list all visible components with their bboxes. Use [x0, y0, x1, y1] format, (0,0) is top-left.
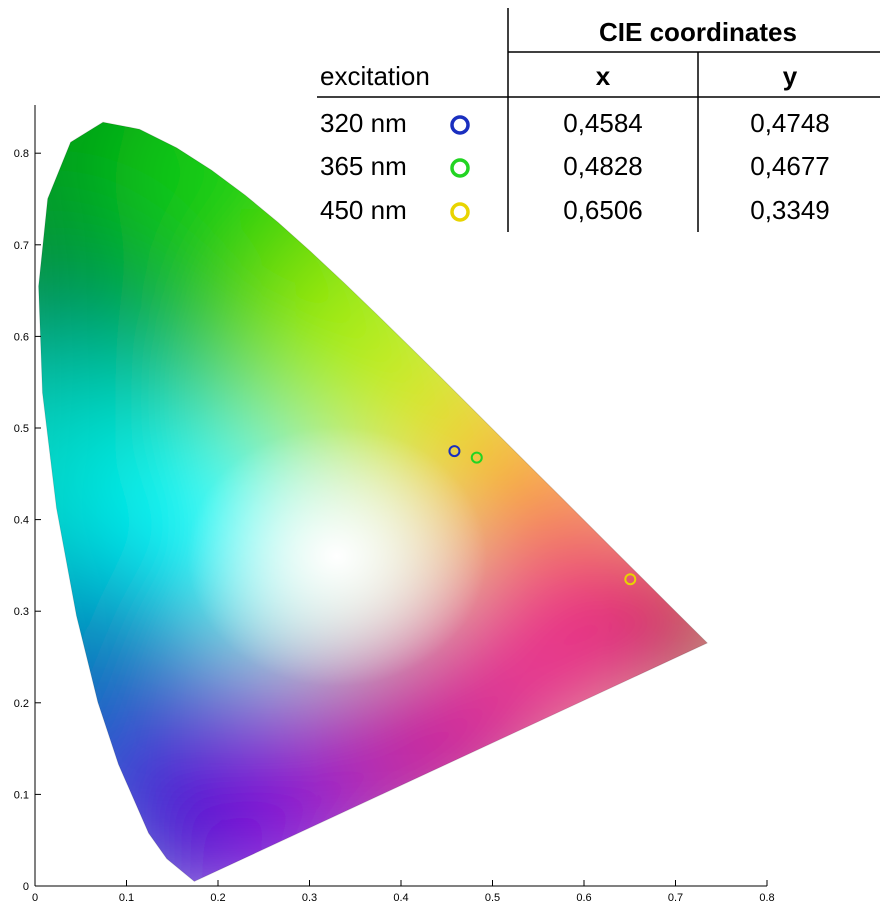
- row-marker-icon: [450, 158, 470, 178]
- row-excitation-label: 365 nm: [320, 151, 407, 181]
- row-x-value: 0,6506: [563, 195, 643, 225]
- spectral-locus-outline: [38, 121, 709, 882]
- x-tick-label: 0.7: [668, 892, 683, 904]
- data-markers: [448, 445, 637, 586]
- row-excitation-label: 450 nm: [320, 195, 407, 225]
- y-tick-label: 0.8: [14, 148, 29, 160]
- data-point-marker: [448, 445, 461, 458]
- table-group-header: CIE coordinates: [599, 17, 797, 47]
- y-tick-label: 0.3: [14, 606, 29, 618]
- data-point-marker: [624, 573, 637, 586]
- y-tick-label: 0.2: [14, 698, 29, 710]
- row-marker-icon: [450, 115, 470, 135]
- x-tick-label: 0.1: [119, 892, 134, 904]
- column-header-y: y: [783, 61, 798, 91]
- x-tick-label: 0.4: [393, 892, 408, 904]
- row-y-value: 0,4748: [750, 108, 830, 138]
- y-tick-label: 0.1: [14, 789, 29, 801]
- y-tick-label: 0.5: [14, 423, 29, 435]
- x-tick-label: 0.2: [210, 892, 225, 904]
- row-excitation-label: 320 nm: [320, 108, 407, 138]
- data-point-marker: [470, 451, 483, 464]
- y-tick-label: 0.6: [14, 331, 29, 343]
- row-y-value: 0,3349: [750, 195, 830, 225]
- x-tick-label: 0: [32, 892, 38, 904]
- x-tick-label: 0.5: [485, 892, 500, 904]
- row-y-value: 0,4677: [750, 151, 830, 181]
- cie-coordinates-table: CIE coordinates excitation x y 320 nm 0,4…: [317, 8, 880, 232]
- x-tick-label: 0.6: [576, 892, 591, 904]
- column-header-excitation: excitation: [320, 61, 430, 91]
- white-point-glow: [186, 426, 487, 687]
- y-tick-label: 0: [23, 881, 29, 893]
- x-tick-label: 0.8: [759, 892, 774, 904]
- y-tick-label: 0.4: [14, 515, 29, 527]
- x-tick-label: 0.3: [302, 892, 317, 904]
- row-x-value: 0,4584: [563, 108, 643, 138]
- axes: 0 0.1 0.2 0.3 0.4 0.5 0.6 0.7 0.8 0 0.1 0.2 0.3 0.4 0.…: [14, 105, 775, 904]
- row-x-value: 0,4828: [563, 151, 643, 181]
- row-marker-icon: [450, 202, 470, 222]
- y-tick-label: 0.7: [14, 240, 29, 252]
- column-header-x: x: [596, 61, 611, 91]
